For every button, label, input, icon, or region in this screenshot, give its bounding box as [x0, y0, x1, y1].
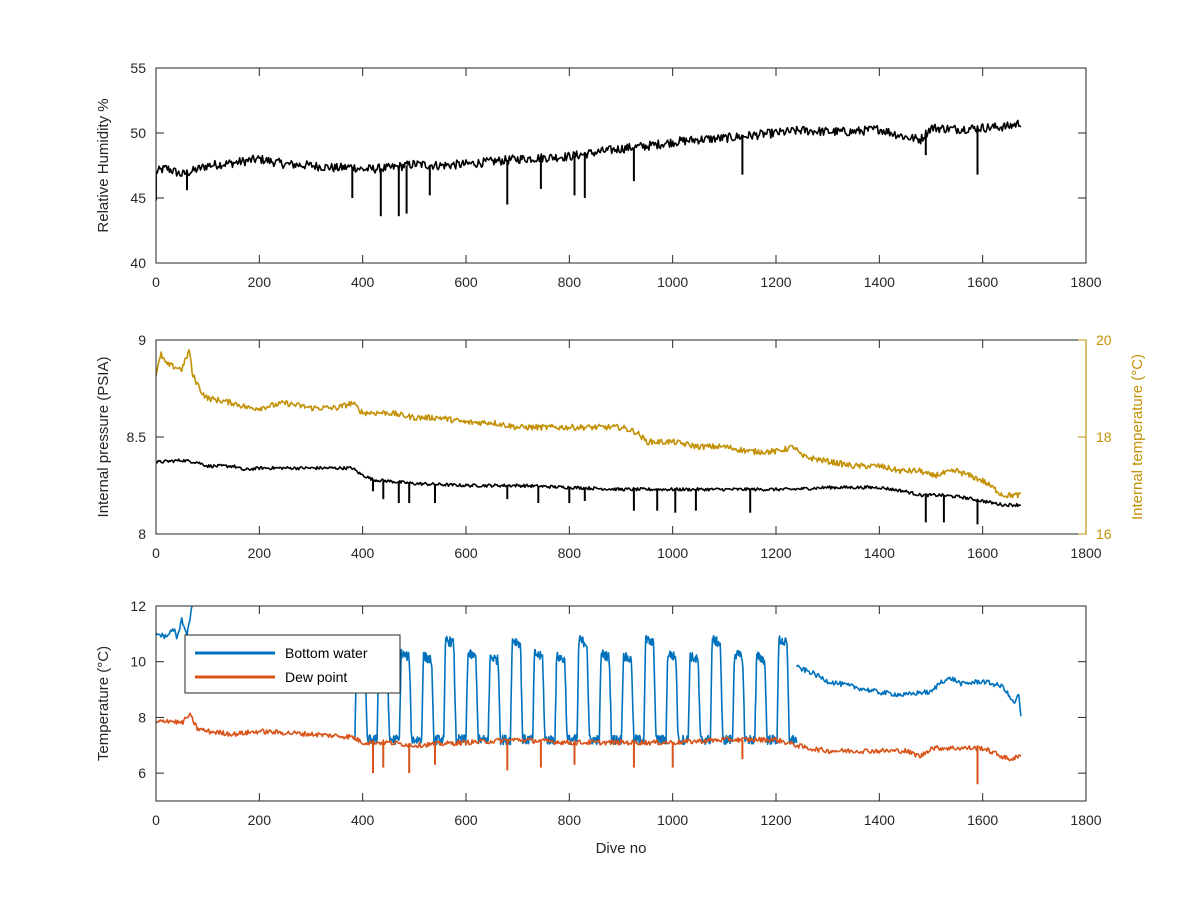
series-line-0-0: [156, 119, 1022, 177]
y-tick-label: 8.5: [127, 429, 147, 445]
y-right-axis-label: Internal temperature (°C): [1129, 354, 1146, 520]
x-tick-label: 1200: [760, 545, 791, 561]
axes-frame: [155, 67, 1087, 264]
series-line-2-0-seg1: [354, 635, 798, 746]
y-tick-label: 6: [138, 765, 146, 781]
plot-area: [156, 349, 1022, 525]
x-tick-label: 1600: [967, 274, 998, 290]
x-tick-label: 1400: [864, 812, 895, 828]
y-tick-label: 40: [130, 255, 146, 271]
y-right-tick-label: 20: [1096, 332, 1112, 348]
y-tick-label: 45: [130, 190, 146, 206]
plot-area: [156, 606, 1022, 785]
y-tick-label: 12: [130, 598, 146, 614]
humidity-panel: 0 200 400 600 800 1000 1200 1400 1600 1800 40 45 50 5…: [95, 60, 1102, 290]
axes-frame: [155, 339, 1087, 535]
x-tick-label: 1400: [864, 274, 895, 290]
x-tick-label: 400: [351, 274, 375, 290]
plot-area: [156, 119, 1022, 217]
x-tick-label: 800: [558, 274, 582, 290]
x-tick-label: 600: [454, 812, 478, 828]
x-tick-label: 200: [248, 812, 272, 828]
axes-frame: [155, 605, 1087, 802]
x-tick-label: 0: [152, 274, 160, 290]
x-tick-label: 200: [248, 545, 272, 561]
series-line-2-1: [156, 712, 1022, 762]
x-tick-label: 1400: [864, 545, 895, 561]
series-line-1-1: [156, 349, 1022, 499]
x-tick-label: 1800: [1070, 812, 1101, 828]
x-tick-label: 1800: [1070, 274, 1101, 290]
temperature-panel: 0 200 400 600 800 1000 1200 1400 1600 1800 6 8 10 12 T…: [95, 598, 1102, 857]
x-tick-label: 600: [454, 274, 478, 290]
x-tick-label: 600: [454, 545, 478, 561]
x-tick-label: 1000: [657, 812, 688, 828]
legend-box: [184, 634, 401, 694]
y-tick-label: 8: [138, 709, 146, 725]
x-tick-label: 1600: [967, 545, 998, 561]
y-axis-label: Temperature (°C): [95, 646, 112, 761]
x-tick-label: 200: [248, 274, 272, 290]
x-tick-label: 800: [558, 812, 582, 828]
legend-label: Dew point: [285, 669, 347, 685]
pressure-temperature-panel: 0 200 400 600 800 1000 1200 1400 1600 1800 8 8.5 9 16…: [95, 332, 1146, 561]
x-tick-label: 400: [351, 812, 375, 828]
legend-label: Bottom water: [285, 645, 368, 661]
x-tick-label: 1600: [967, 812, 998, 828]
y-tick-label: 50: [130, 125, 146, 141]
y-axis-label: Relative Humidity %: [95, 98, 112, 232]
x-tick-label: 1200: [760, 274, 791, 290]
y-right-tick-label: 18: [1096, 429, 1112, 445]
y-tick-label: 8: [138, 526, 146, 542]
y-right-tick-label: 16: [1096, 526, 1112, 542]
series-line-1-0: [156, 458, 1021, 508]
x-tick-label: 0: [152, 812, 160, 828]
y-tick-label: 10: [130, 654, 146, 670]
x-tick-label: 1000: [657, 274, 688, 290]
series-line-2-0-seg0: [156, 606, 193, 640]
x-axis-label: Dive no: [596, 840, 647, 857]
x-tick-label: 400: [351, 545, 375, 561]
x-tick-label: 1800: [1070, 545, 1101, 561]
series-line-2-0-seg2: [796, 664, 1022, 717]
x-tick-label: 0: [152, 545, 160, 561]
x-tick-label: 1200: [760, 812, 791, 828]
y-tick-label: 9: [138, 332, 146, 348]
y-tick-label: 55: [130, 60, 146, 76]
x-tick-label: 1000: [657, 545, 688, 561]
legend: Bottom water Dew point: [184, 634, 401, 694]
x-tick-label: 800: [558, 545, 582, 561]
y-axis-label: Internal pressure (PSIA): [95, 357, 112, 518]
